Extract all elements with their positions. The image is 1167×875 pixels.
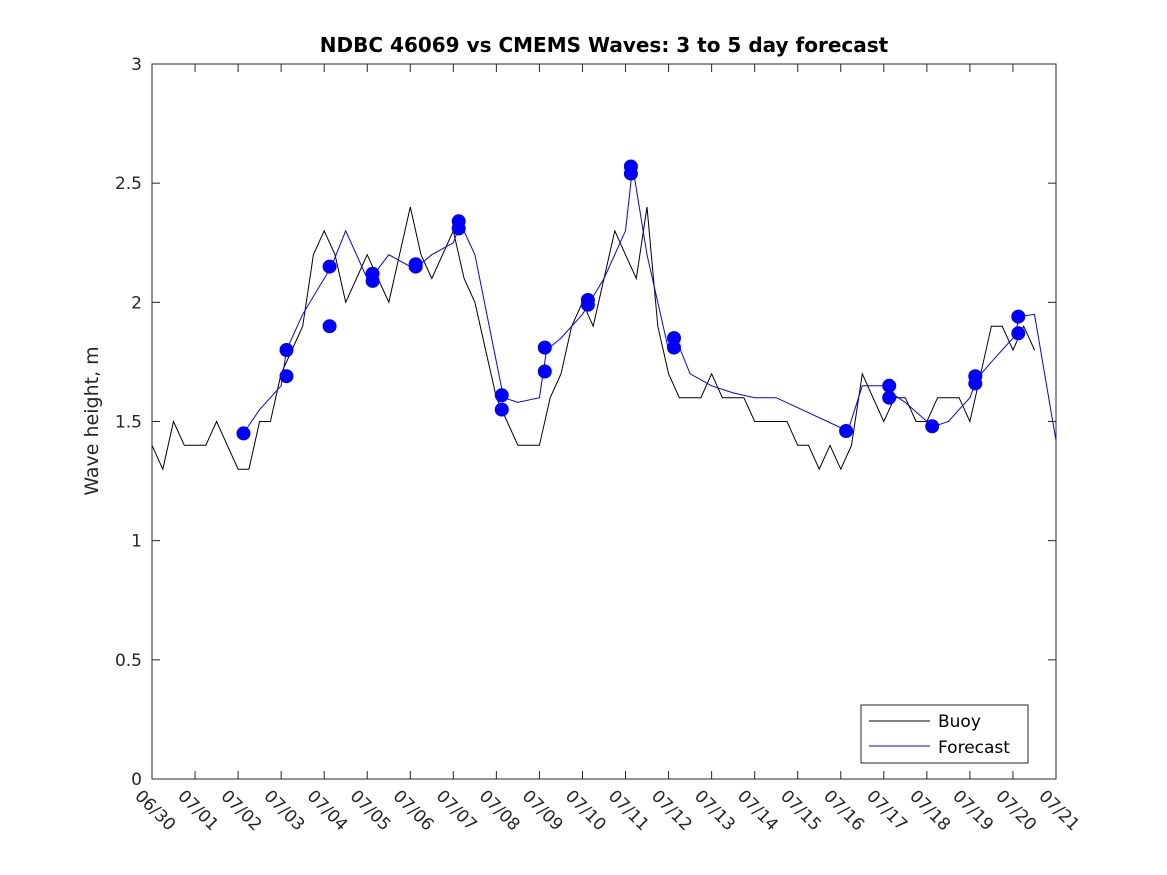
- forecast-marker: [839, 424, 854, 438]
- forecast-marker: [279, 369, 294, 384]
- x-tick-label: 07/06: [389, 786, 438, 835]
- chart-title: NDBC 46069 vs CMEMS Waves: 3 to 5 day fo…: [320, 33, 889, 57]
- x-tick-label: 07/16: [819, 786, 868, 835]
- forecast-marker: [667, 340, 681, 355]
- forecast-marker: [236, 426, 251, 441]
- y-tick-label: 0: [131, 770, 142, 790]
- forecast-marker: [1011, 309, 1026, 324]
- x-tick-label: 07/05: [346, 786, 395, 835]
- y-axis-label: Wave height, m: [81, 346, 103, 495]
- x-tick-label: 07/19: [948, 786, 997, 835]
- x-tick-label: 06/30: [130, 786, 179, 835]
- x-tick-label: 07/07: [432, 786, 481, 835]
- forecast-marker: [537, 364, 552, 379]
- x-tick-label: 07/14: [733, 786, 782, 835]
- x-tick-label: 07/12: [647, 786, 696, 835]
- x-tick-label: 07/20: [991, 786, 1040, 835]
- x-tick-label: 07/01: [174, 786, 223, 835]
- x-tick-label: 07/17: [862, 786, 911, 835]
- x-tick-label: 07/18: [905, 786, 954, 835]
- y-tick-label: 1.5: [115, 413, 142, 433]
- forecast-marker: [408, 259, 423, 274]
- legend: Buoy Forecast: [860, 704, 1029, 764]
- x-tick-label: 07/09: [518, 786, 567, 835]
- forecast-marker: [279, 343, 294, 357]
- x-tick-label: 07/04: [303, 786, 352, 835]
- forecast-marker: [968, 376, 983, 391]
- plot-area: [151, 159, 1057, 471]
- forecast-marker: [925, 419, 940, 434]
- series-line-buoy: [151, 206, 1035, 471]
- legend-box: [860, 704, 1029, 764]
- y-tick-label: 0.5: [115, 651, 142, 671]
- forecast-marker: [322, 259, 337, 274]
- forecast-marker: [322, 319, 337, 334]
- x-tick-label: 07/13: [690, 786, 739, 835]
- y-axis: 0 0.5 1 1.5 2 2.5 3: [115, 55, 1056, 790]
- x-tick-label: 07/03: [260, 786, 309, 835]
- legend-label-forecast: Forecast: [938, 738, 1010, 758]
- legend-label-buoy: Buoy: [938, 712, 981, 732]
- y-tick-label: 2.5: [115, 174, 142, 194]
- forecast-marker: [494, 388, 509, 403]
- forecast-marker: [537, 340, 552, 355]
- y-tick-label: 2: [131, 293, 142, 313]
- x-tick-label: 07/08: [475, 786, 524, 835]
- forecast-marker: [580, 297, 595, 312]
- y-tick-label: 3: [131, 55, 142, 75]
- x-tick-label: 07/15: [776, 786, 825, 835]
- forecast-marker: [882, 390, 897, 405]
- x-tick-label: 07/10: [561, 786, 610, 835]
- forecast-marker: [365, 273, 380, 288]
- x-tick-label: 07/02: [217, 786, 266, 835]
- x-tick-label: 07/21: [1034, 786, 1083, 835]
- forecast-marker: [494, 402, 509, 417]
- series-line-forecast: [243, 166, 1057, 441]
- x-tick-label: 07/11: [604, 786, 653, 835]
- y-tick-label: 1: [131, 532, 142, 552]
- forecast-marker: [451, 221, 466, 236]
- forecast-marker: [623, 166, 638, 181]
- forecast-marker: [882, 378, 897, 393]
- forecast-marker: [1011, 326, 1026, 341]
